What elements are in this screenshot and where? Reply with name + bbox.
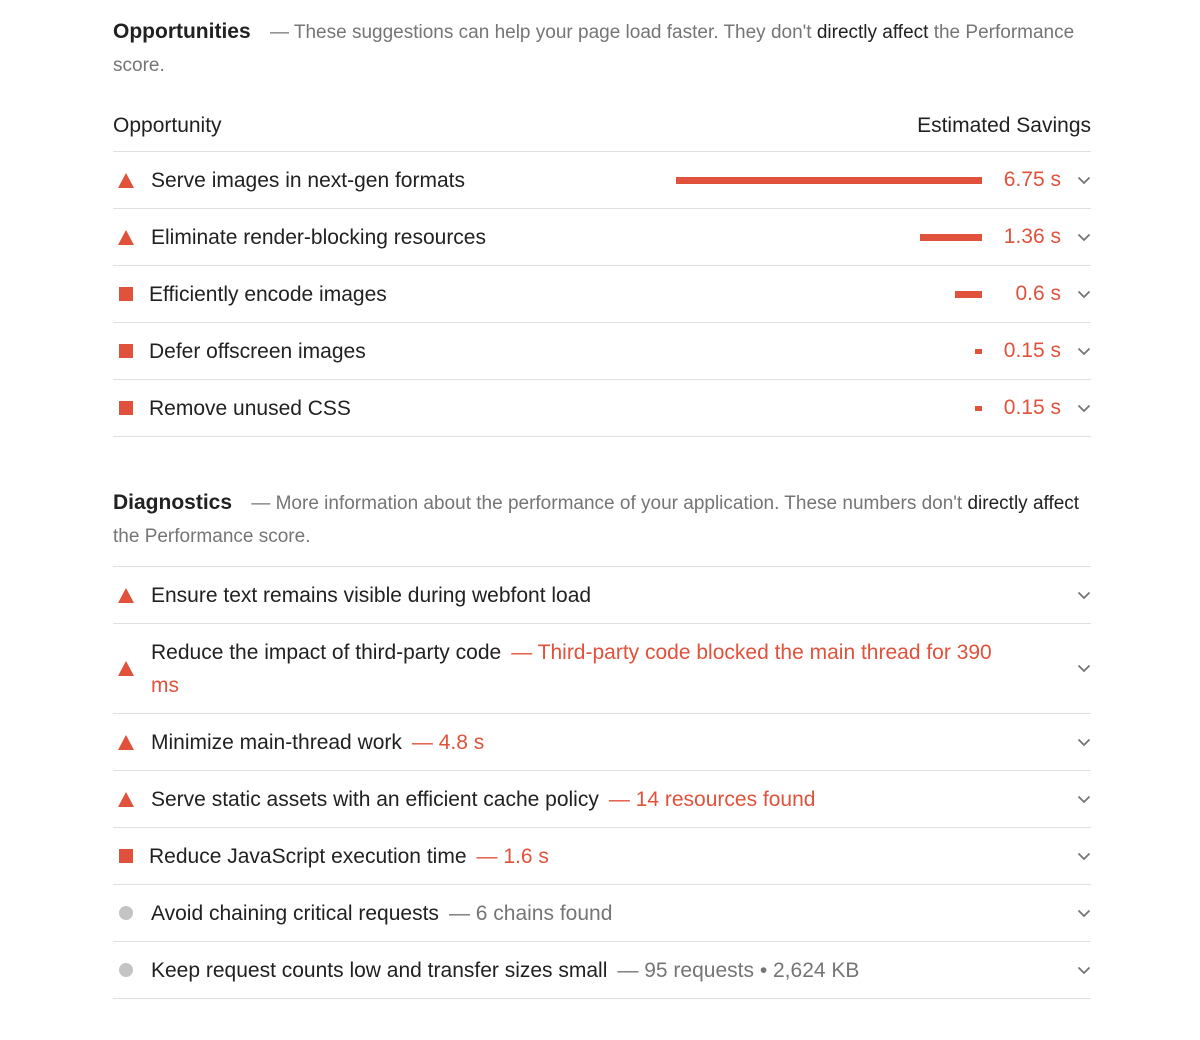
opportunity-label: Serve images in next-gen formats <box>151 168 465 192</box>
diagnostic-row[interactable]: Minimize main-thread work — 4.8 s <box>113 714 1091 771</box>
diagnostics-header: Diagnostics — More information about the… <box>113 486 1091 567</box>
chevron-down-icon[interactable] <box>1061 909 1091 918</box>
diagnostic-row[interactable]: Reduce JavaScript execution time — 1.6 s <box>113 828 1091 885</box>
square-average-icon <box>119 344 133 358</box>
diagnostics-section: Diagnostics — More information about the… <box>113 486 1091 999</box>
chevron-down-icon[interactable] <box>1061 176 1091 185</box>
savings-value: 0.15 s <box>1003 396 1061 419</box>
chevron-down-icon[interactable] <box>1061 664 1091 673</box>
savings-bar <box>676 176 982 184</box>
savings-value: 6.75 s <box>1003 168 1061 191</box>
savings-value: 0.6 s <box>1015 282 1061 305</box>
diagnostic-label: Ensure text remains visible during webfo… <box>151 583 592 607</box>
diagnostic-label: Serve static assets with an efficient ca… <box>151 787 599 811</box>
diagnostic-detail: — 1.6 s <box>476 844 549 868</box>
triangle-warning-icon <box>118 229 134 245</box>
opportunity-label: Defer offscreen images <box>149 339 366 363</box>
chevron-down-icon[interactable] <box>1061 738 1091 747</box>
savings-value: 0.15 s <box>1003 339 1061 362</box>
savings-value: 1.36 s <box>1003 225 1061 248</box>
triangle-warning-icon <box>118 734 134 750</box>
opportunity-row[interactable]: Defer offscreen images 0.15 s <box>113 323 1091 380</box>
chevron-down-icon[interactable] <box>1061 795 1091 804</box>
chevron-down-icon[interactable] <box>1061 966 1091 975</box>
chevron-down-icon[interactable] <box>1061 852 1091 861</box>
opportunities-title: Opportunities <box>113 20 251 43</box>
square-average-icon <box>119 401 133 415</box>
opportunity-label: Efficiently encode images <box>149 282 387 306</box>
diagnostics-description: — More information about the performance… <box>113 493 1079 547</box>
diagnostic-label: Reduce the impact of third-party code <box>151 640 502 664</box>
diagnostic-label: Avoid chaining critical requests <box>151 901 439 925</box>
diagnostic-detail: — 4.8 s <box>411 730 485 754</box>
savings-bar <box>975 348 982 354</box>
diagnostics-desc-strong: directly affect <box>967 493 1080 514</box>
diagnostic-row[interactable]: Reduce the impact of third-party code — T… <box>113 624 1091 714</box>
opportunities-desc-strong: directly affect <box>816 22 929 43</box>
savings-bar <box>975 405 982 411</box>
opportunities-desc-text: — These suggestions can help your page l… <box>269 22 817 43</box>
diagnostic-detail: — Third-party code blocked the main thre… <box>151 640 992 697</box>
opportunities-description: — These suggestions can help your page l… <box>113 22 1074 76</box>
opportunity-row[interactable]: Remove unused CSS 0.15 s <box>113 380 1091 437</box>
chevron-down-icon[interactable] <box>1061 591 1091 600</box>
diagnostics-list: Ensure text remains visible during webfo… <box>113 567 1091 999</box>
circle-info-icon <box>119 963 133 977</box>
diagnostic-detail: — 6 chains found <box>448 901 613 925</box>
triangle-warning-icon <box>118 172 134 188</box>
chevron-down-icon[interactable] <box>1061 347 1091 356</box>
triangle-warning-icon <box>118 661 134 676</box>
opportunities-desc-tail: the Performance score. <box>113 22 1075 76</box>
column-opportunity: Opportunity <box>113 114 222 137</box>
savings-bar <box>920 233 982 241</box>
diagnostics-title: Diagnostics <box>113 491 233 514</box>
chevron-down-icon[interactable] <box>1061 290 1091 299</box>
opportunity-row[interactable]: Serve images in next-gen formats 6.75 s <box>113 152 1091 209</box>
diagnostic-detail: — 14 resources found <box>608 787 816 811</box>
opportunity-row[interactable]: Eliminate render-blocking resources 1.36 … <box>113 209 1091 266</box>
opportunities-table-header: Opportunity Estimated Savings <box>113 101 1091 152</box>
opportunities-list: Serve images in next-gen formats 6.75 s El… <box>113 152 1091 437</box>
chevron-down-icon[interactable] <box>1061 404 1091 413</box>
triangle-warning-icon <box>118 791 134 807</box>
diagnostic-row[interactable]: Avoid chaining critical requests — 6 chai… <box>113 885 1091 942</box>
diagnostics-desc-text: — More information about the performance… <box>251 493 968 514</box>
square-average-icon <box>119 849 133 863</box>
opportunity-label: Remove unused CSS <box>149 396 351 420</box>
opportunities-header: Opportunities — These suggestions can he… <box>113 15 1091 82</box>
savings-bar <box>955 290 982 298</box>
diagnostic-row[interactable]: Serve static assets with an efficient ca… <box>113 771 1091 828</box>
triangle-warning-icon <box>118 587 134 603</box>
diagnostic-label: Keep request counts low and transfer siz… <box>151 958 608 982</box>
chevron-down-icon[interactable] <box>1061 233 1091 242</box>
diagnostic-detail: — 95 requests • 2,624 KB <box>617 958 860 982</box>
diagnostic-row[interactable]: Ensure text remains visible during webfo… <box>113 567 1091 624</box>
diagnostics-desc-tail: the Performance score. <box>113 526 311 547</box>
circle-info-icon <box>119 906 133 920</box>
column-estimated-savings: Estimated Savings <box>917 114 1091 137</box>
diagnostic-label: Minimize main-thread work <box>151 730 402 754</box>
square-average-icon <box>119 287 133 301</box>
diagnostic-label: Reduce JavaScript execution time <box>149 844 467 868</box>
opportunity-label: Eliminate render-blocking resources <box>151 225 486 249</box>
opportunity-row[interactable]: Efficiently encode images 0.6 s <box>113 266 1091 323</box>
opportunities-section: Opportunities — These suggestions can he… <box>113 15 1091 437</box>
diagnostic-row[interactable]: Keep request counts low and transfer siz… <box>113 942 1091 999</box>
